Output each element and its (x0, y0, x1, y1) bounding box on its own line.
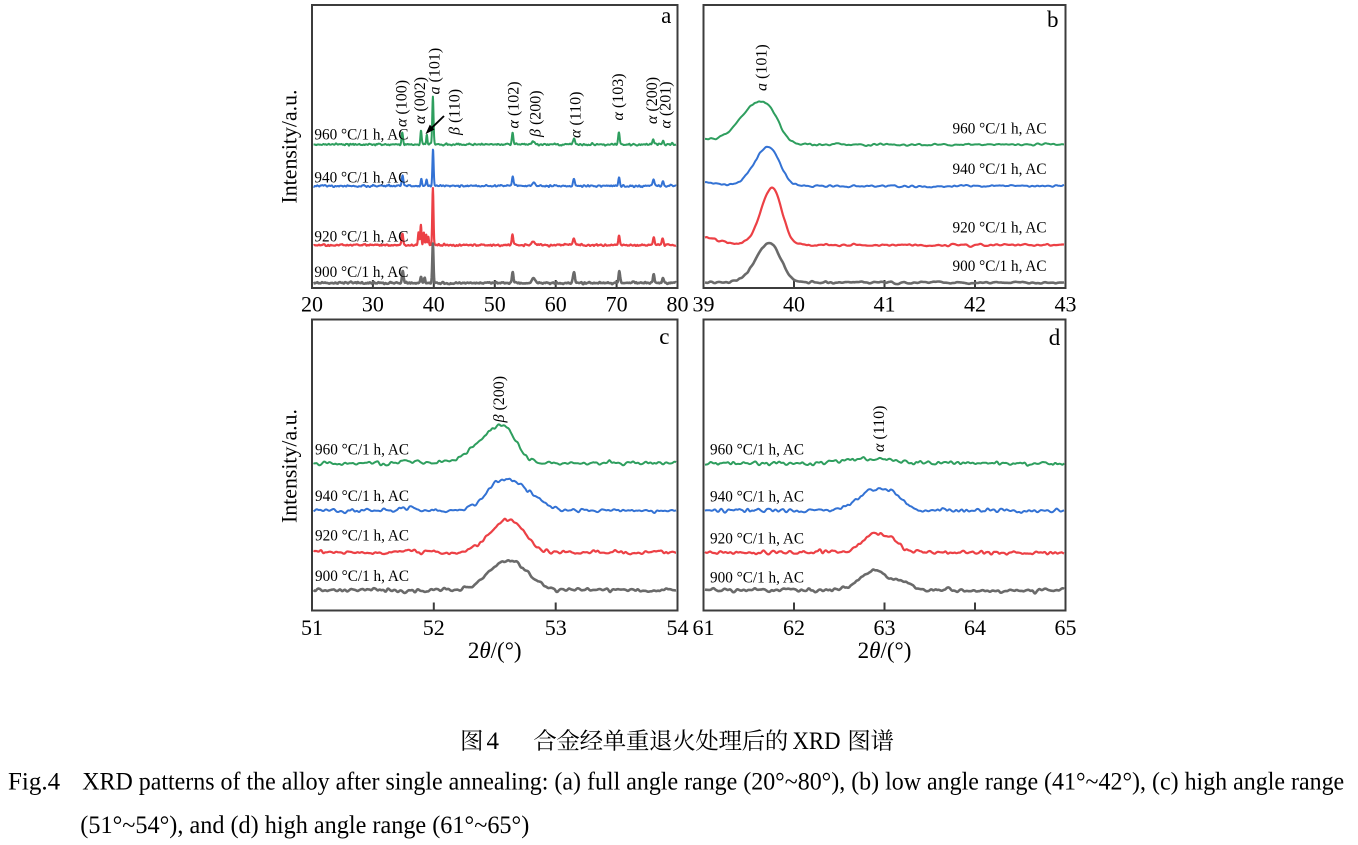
svg-text:60: 60 (545, 292, 567, 317)
svg-text:β (200): β (200) (491, 376, 508, 424)
svg-text:β (200): β (200) (528, 90, 545, 138)
svg-text:900 °C/1 h, AC: 900 °C/1 h, AC (315, 568, 409, 585)
svg-text:XRD: XRD (793, 728, 841, 755)
svg-text:940 °C/1 h, AC: 940 °C/1 h, AC (953, 161, 1047, 178)
svg-text:39: 39 (693, 292, 715, 317)
svg-text:2θ/(°): 2θ/(°) (468, 638, 522, 663)
svg-text:4: 4 (487, 728, 500, 755)
svg-text:960 °C/1 h, AC: 960 °C/1 h, AC (314, 126, 408, 143)
svg-text:960 °C/1 h, AC: 960 °C/1 h, AC (710, 442, 804, 459)
svg-text:α (103): α (103) (610, 73, 627, 120)
svg-text:41: 41 (874, 292, 896, 317)
svg-text:a (101): a (101) (753, 44, 770, 91)
svg-text:30: 30 (362, 292, 384, 317)
svg-text:940 °C/1 h, AC: 940 °C/1 h, AC (710, 489, 804, 506)
svg-text:Fig.4: Fig.4 (8, 769, 61, 796)
svg-text:920 °C/1 h, AC: 920 °C/1 h, AC (315, 528, 409, 545)
svg-text:62: 62 (783, 615, 805, 640)
svg-text:900 °C/1 h, AC: 900 °C/1 h, AC (710, 570, 804, 587)
svg-text:40: 40 (783, 292, 805, 317)
svg-text:51: 51 (301, 615, 323, 640)
svg-text:β (110): β (110) (447, 89, 464, 136)
svg-text:53: 53 (545, 615, 567, 640)
svg-text:54: 54 (667, 615, 689, 640)
svg-text:920 °C/1 h, AC: 920 °C/1 h, AC (710, 531, 804, 548)
svg-text:70: 70 (606, 292, 628, 317)
svg-text:(51°~54°), and (d) high angle: (51°~54°), and (d) high angle range (61°… (80, 812, 529, 839)
svg-text:α (200): α (200) (644, 77, 661, 124)
svg-text:XRD patterns of the alloy afte: XRD patterns of the alloy after single a… (82, 769, 1344, 796)
svg-text:40: 40 (423, 292, 445, 317)
svg-text:2θ/(°): 2θ/(°) (858, 638, 912, 663)
svg-text:Intensity/a.u.: Intensity/a.u. (277, 90, 302, 204)
svg-text:43: 43 (1055, 292, 1077, 317)
svg-text:920 °C/1 h, AC: 920 °C/1 h, AC (314, 229, 408, 246)
svg-text:50: 50 (484, 292, 506, 317)
svg-text:α (100): α (100) (394, 80, 411, 127)
svg-text:Intensity/a.u.: Intensity/a.u. (277, 409, 302, 523)
svg-text:42: 42 (964, 292, 986, 317)
svg-text:α (110): α (110) (871, 406, 888, 452)
svg-text:a (101): a (101) (427, 48, 444, 95)
svg-text:α (002): α (002) (412, 77, 429, 124)
svg-text:52: 52 (423, 615, 445, 640)
svg-text:a: a (661, 3, 671, 28)
svg-text:63: 63 (874, 615, 896, 640)
svg-text:α (110): α (110) (568, 92, 585, 138)
svg-text:920 °C/1 h, AC: 920 °C/1 h, AC (953, 220, 1047, 237)
svg-text:960 °C/1 h, AC: 960 °C/1 h, AC (953, 120, 1047, 137)
svg-text:960 °C/1 h, AC: 960 °C/1 h, AC (315, 442, 409, 459)
svg-text:65: 65 (1055, 615, 1077, 640)
svg-text:64: 64 (964, 615, 986, 640)
svg-text:940 °C/1 h, AC: 940 °C/1 h, AC (315, 488, 409, 505)
svg-text:α (102): α (102) (506, 81, 523, 128)
svg-text:b: b (1047, 7, 1059, 32)
svg-text:c: c (659, 324, 669, 349)
svg-text:α (201): α (201) (657, 81, 674, 128)
svg-text:900 °C/1 h, AC: 900 °C/1 h, AC (314, 264, 408, 281)
svg-text:80: 80 (667, 292, 689, 317)
svg-text:900 °C/1 h, AC: 900 °C/1 h, AC (953, 258, 1047, 275)
svg-text:20: 20 (301, 292, 323, 317)
svg-text:940 °C/1 h, AC: 940 °C/1 h, AC (314, 169, 408, 186)
svg-text:d: d (1049, 325, 1061, 350)
svg-text:61: 61 (693, 615, 715, 640)
